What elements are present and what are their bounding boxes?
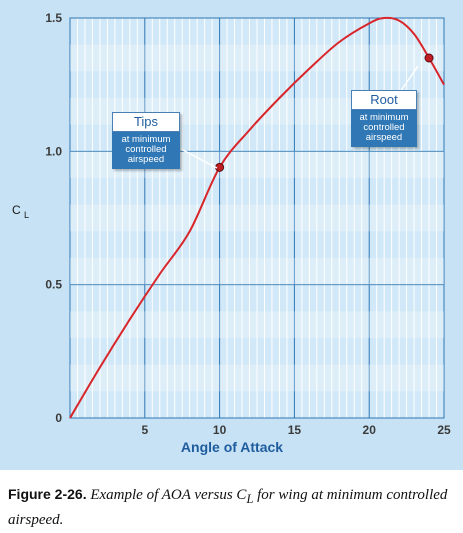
caption-text: Example of AOA versus CL for wing at min… <box>8 487 447 528</box>
y-tick-label: 0.5 <box>45 278 62 292</box>
grid-stripe <box>70 258 444 285</box>
root-callout-text: at minimum controlled airspeed <box>351 110 417 147</box>
tips-leader-line <box>180 148 218 169</box>
tips-callout: Tips at minimum controlled airspeed <box>112 112 180 169</box>
x-tick-label: 5 <box>141 423 148 437</box>
series-layer <box>69 16 445 419</box>
tips-callout-title: Tips <box>112 112 180 132</box>
x-tick-label: 25 <box>437 423 451 437</box>
x-axis-title: Angle of Attack <box>181 439 283 455</box>
figure-caption: Figure 2-26. Example of AOA versus CL fo… <box>8 484 458 531</box>
grid-stripe <box>70 364 444 392</box>
grid-lines <box>69 17 445 419</box>
root-leader-line <box>399 65 419 93</box>
y-axis-title: C L <box>12 203 29 220</box>
x-tick-label: 15 <box>288 423 302 437</box>
caption-subscript: L <box>246 492 254 506</box>
tick-labels: 0 0.5 1.0 1.5 5 10 15 20 25 <box>45 11 451 437</box>
tips-callout-text: at minimum controlled airspeed <box>112 132 180 169</box>
y-tick-label: 0 <box>55 411 62 425</box>
aoa-vs-cl-chart: 0 0.5 1.0 1.5 5 10 15 20 25 Angle of Attack C L <box>12 11 451 455</box>
y-tick-label: 1.0 <box>45 144 62 158</box>
y-axis-title-main: C <box>12 203 21 217</box>
root-callout: Root at minimum controlled airspeed <box>351 90 417 147</box>
x-tick-label: 10 <box>213 423 227 437</box>
root-callout-title: Root <box>351 90 417 110</box>
y-tick-label: 1.5 <box>45 11 62 25</box>
grid-stripe <box>70 44 444 72</box>
root-marker <box>424 53 434 63</box>
cl-curve <box>69 16 445 419</box>
caption-text-main: Example of AOA versus C <box>90 487 247 503</box>
chart-figure: 0 0.5 1.0 1.5 5 10 15 20 25 Angle of Attack C L … <box>0 0 463 470</box>
caption-text-after: for wing at minimum controlled airspeed. <box>8 487 448 528</box>
grid-stripe <box>70 204 444 232</box>
y-axis-title-sub: L <box>24 210 29 220</box>
x-tick-label: 20 <box>363 423 377 437</box>
figure-number: Figure 2-26. <box>8 486 87 502</box>
plot-border <box>69 17 445 419</box>
